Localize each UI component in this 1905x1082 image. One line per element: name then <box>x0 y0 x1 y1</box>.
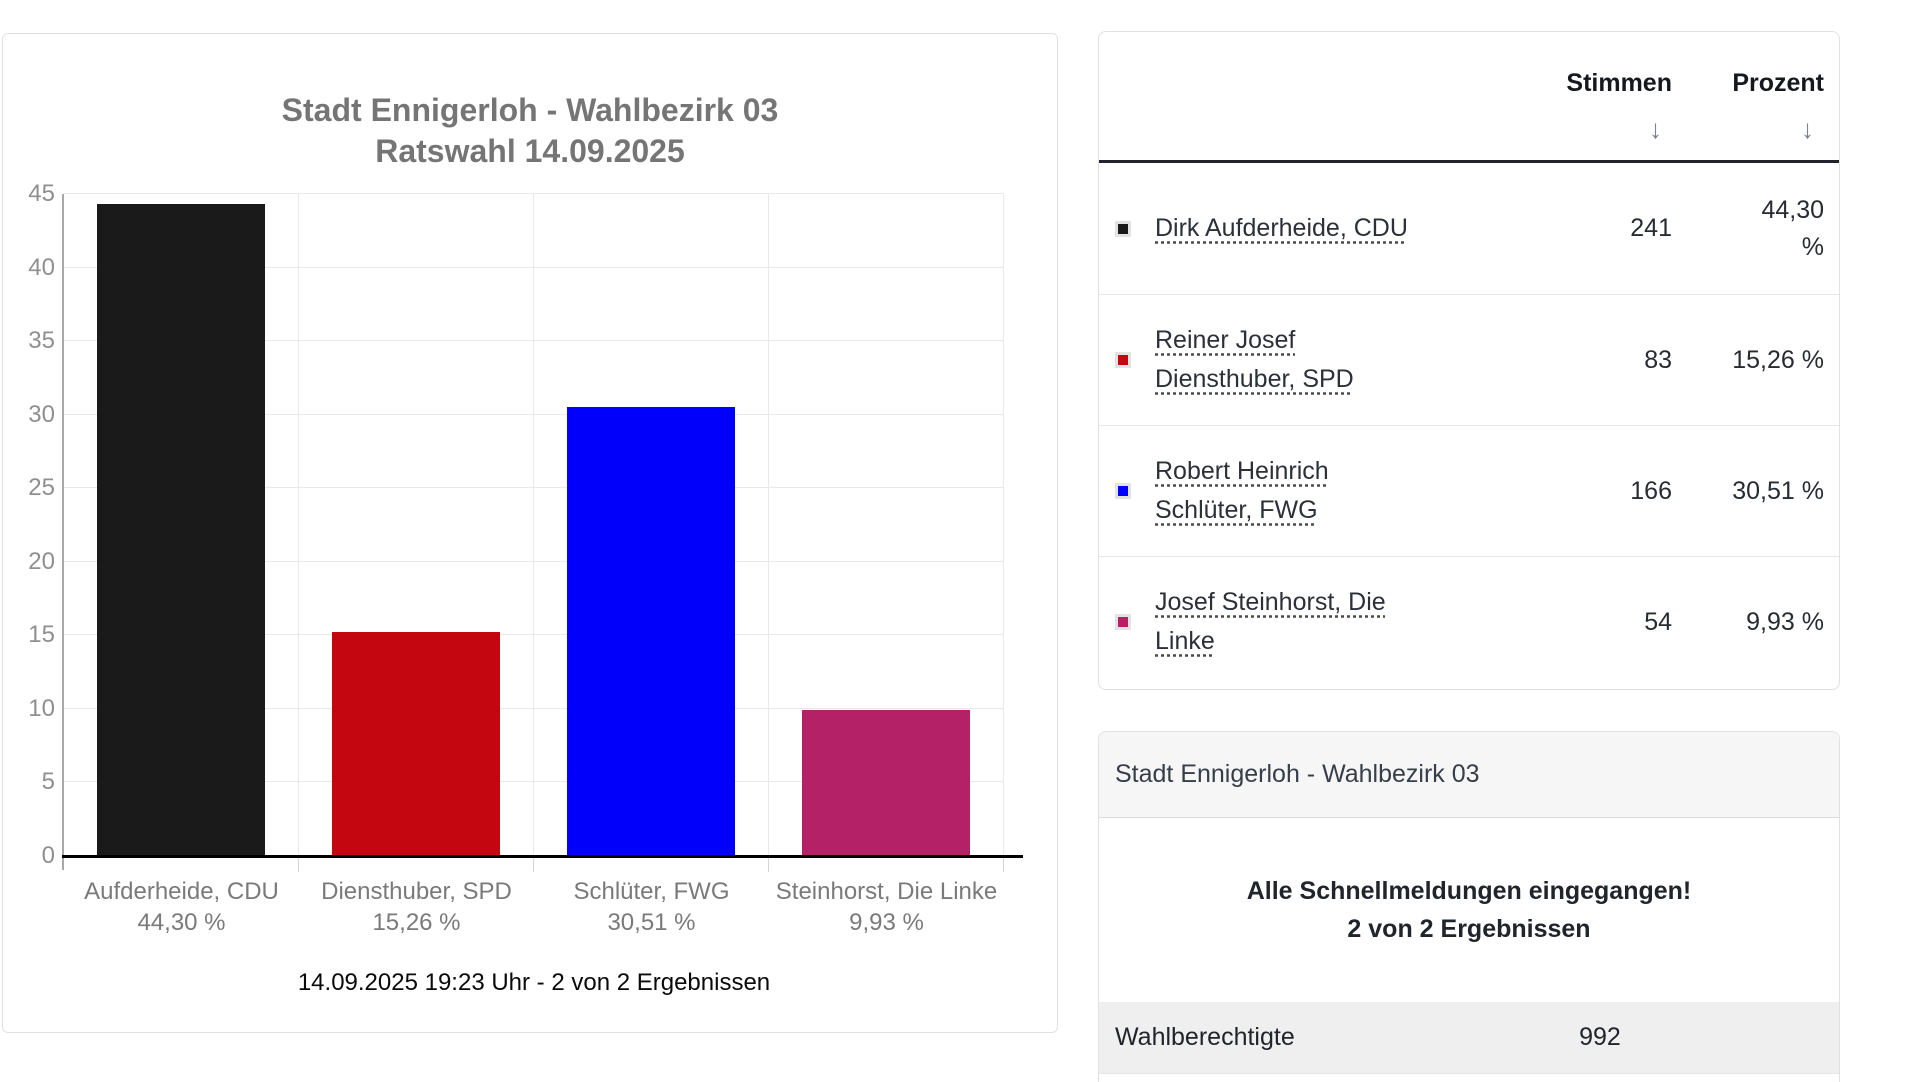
category-percent-label: 9,93 % <box>849 909 924 936</box>
summary-status: Alle Schnellmeldungen eingegangen! 2 von… <box>1099 818 1839 1002</box>
y-tick-label: 10 <box>28 694 55 722</box>
candidate-link[interactable]: Robert Heinrich Schlüter, FWG <box>1155 457 1329 524</box>
category-label: Schlüter, FWG <box>573 878 730 905</box>
gridline <box>64 413 1004 415</box>
stat-label: Wahlberechtigte <box>1115 1023 1295 1051</box>
stat-value: 992 <box>1579 1023 1621 1051</box>
votes-value: 54 <box>1644 607 1672 636</box>
percent-value: 9,93 % <box>1746 607 1824 636</box>
table-row: Josef Steinhorst, Die Linke 54 9,93 % <box>1099 556 1839 687</box>
gridline <box>64 707 1004 709</box>
bar-Schlüter, FWG[interactable] <box>567 407 735 856</box>
bar-column <box>769 194 1004 856</box>
votes-value: 241 <box>1630 214 1672 242</box>
y-tick-label: 40 <box>28 253 55 281</box>
bar-column <box>534 194 769 856</box>
category-percent-label: 30,51 % <box>607 909 696 936</box>
chart-title-line2: Ratswahl 14.09.2025 <box>375 133 685 169</box>
bar-column <box>64 194 299 856</box>
results-rows: Dirk Aufderheide, CDU 241 44,30 % Reiner Jo… <box>1099 163 1839 687</box>
y-tick-label: 35 <box>28 327 55 355</box>
chart-title: Stadt Ennigerloh - Wahlbezirk 03 Ratswah… <box>3 90 1057 172</box>
table-row: Reiner Josef Diensthuber, SPD 83 15,26 % <box>1099 294 1839 425</box>
y-tick-label: 20 <box>28 547 55 575</box>
prozent-header-label: Prozent <box>1732 69 1824 97</box>
party-color-swatch <box>1115 483 1131 499</box>
x-tick <box>533 858 534 872</box>
candidate-link[interactable]: Reiner Josef Diensthuber, SPD <box>1155 326 1354 393</box>
results-table-header: Stimmen ↓ Prozent ↓ <box>1099 32 1839 163</box>
summary-card: Stadt Ennigerloh - Wahlbezirk 03 Alle Sc… <box>1098 731 1840 1082</box>
sort-arrow-down-icon[interactable]: ↓ <box>1801 114 1814 144</box>
bar-Aufderheide, CDU[interactable] <box>97 204 265 856</box>
gridline <box>64 193 1004 194</box>
gridline <box>64 487 1004 489</box>
table-row: Robert Heinrich Schlüter, FWG 166 30,51 % <box>1099 425 1839 556</box>
summary-stats: Wahlberechtigte 992 <box>1099 1002 1839 1074</box>
x-axis-label: Diensthuber, SPD 15,26 % <box>299 876 534 938</box>
x-axis-label: Schlüter, FWG 30,51 % <box>534 876 769 938</box>
status-line-2: 2 von 2 Ergebnissen <box>1347 915 1591 943</box>
y-tick-label: 45 <box>28 180 55 207</box>
votes-value: 83 <box>1644 345 1672 374</box>
percent-value: 15,26 % <box>1732 345 1824 374</box>
percent-value: 30,51 % <box>1732 476 1824 505</box>
y-axis-tick-labels: 0 5 10 15 20 25 30 35 40 45 <box>3 180 55 869</box>
y-tick-label: 25 <box>28 474 55 502</box>
x-tick <box>1003 858 1004 872</box>
candidate-link[interactable]: Josef Steinhorst, Die Linke <box>1155 588 1386 655</box>
status-line-1: Alle Schnellmeldungen eingegangen! <box>1246 877 1692 905</box>
category-label: Steinhorst, Die Linke <box>775 878 998 905</box>
x-axis-line <box>62 855 1023 858</box>
column-header-stimmen: Stimmen ↓ <box>1562 68 1672 144</box>
bar-columns <box>64 194 1004 856</box>
x-tick <box>298 858 299 872</box>
category-percent-label: 44,30 % <box>137 909 226 936</box>
x-axis-label: Steinhorst, Die Linke 9,93 % <box>769 876 1004 938</box>
y-axis-line <box>62 194 64 870</box>
gridline <box>64 781 1004 783</box>
gridline <box>64 266 1004 268</box>
party-color-swatch <box>1115 614 1131 630</box>
chart-title-line1: Stadt Ennigerloh - Wahlbezirk 03 <box>281 92 779 128</box>
stat-row: Wahlberechtigte 992 <box>1099 1002 1839 1074</box>
sort-arrow-down-icon[interactable]: ↓ <box>1649 114 1662 144</box>
stimmen-header-label: Stimmen <box>1566 69 1672 97</box>
gridline <box>64 340 1004 342</box>
bar-column <box>299 194 534 856</box>
category-label: Diensthuber, SPD <box>321 878 512 905</box>
chart-card: Stadt Ennigerloh - Wahlbezirk 03 Ratswah… <box>2 33 1058 1033</box>
bar-Steinhorst, Die Linke[interactable] <box>802 709 970 856</box>
x-axis-label: Aufderheide, CDU 44,30 % <box>64 876 299 938</box>
percent-value: 44,30 % <box>1761 195 1824 261</box>
party-color-swatch <box>1115 352 1131 368</box>
category-percent-label: 15,26 % <box>372 909 461 936</box>
column-header-prozent: Prozent ↓ <box>1672 68 1824 144</box>
party-color-swatch <box>1115 220 1131 237</box>
gridline <box>64 560 1004 562</box>
table-row: Dirk Aufderheide, CDU 241 44,30 % <box>1099 163 1839 294</box>
category-label: Aufderheide, CDU <box>84 878 279 905</box>
plot-area <box>62 193 1023 872</box>
x-tick <box>768 858 769 872</box>
y-tick-label: 5 <box>41 768 55 796</box>
chart-footer-timestamp: 14.09.2025 19:23 Uhr - 2 von 2 Ergebniss… <box>297 969 771 996</box>
y-tick-label: 30 <box>28 400 55 428</box>
summary-card-title: Stadt Ennigerloh - Wahlbezirk 03 <box>1099 732 1839 818</box>
bar-Diensthuber, SPD[interactable] <box>332 631 500 856</box>
candidate-link[interactable]: Dirk Aufderheide, CDU <box>1155 214 1408 242</box>
gridline <box>64 634 1004 636</box>
results-table-card: Stimmen ↓ Prozent ↓ Dirk Aufderheide, CD… <box>1098 31 1840 690</box>
votes-value: 166 <box>1630 476 1672 505</box>
y-tick-label: 0 <box>41 842 55 869</box>
y-tick-label: 15 <box>28 621 55 649</box>
